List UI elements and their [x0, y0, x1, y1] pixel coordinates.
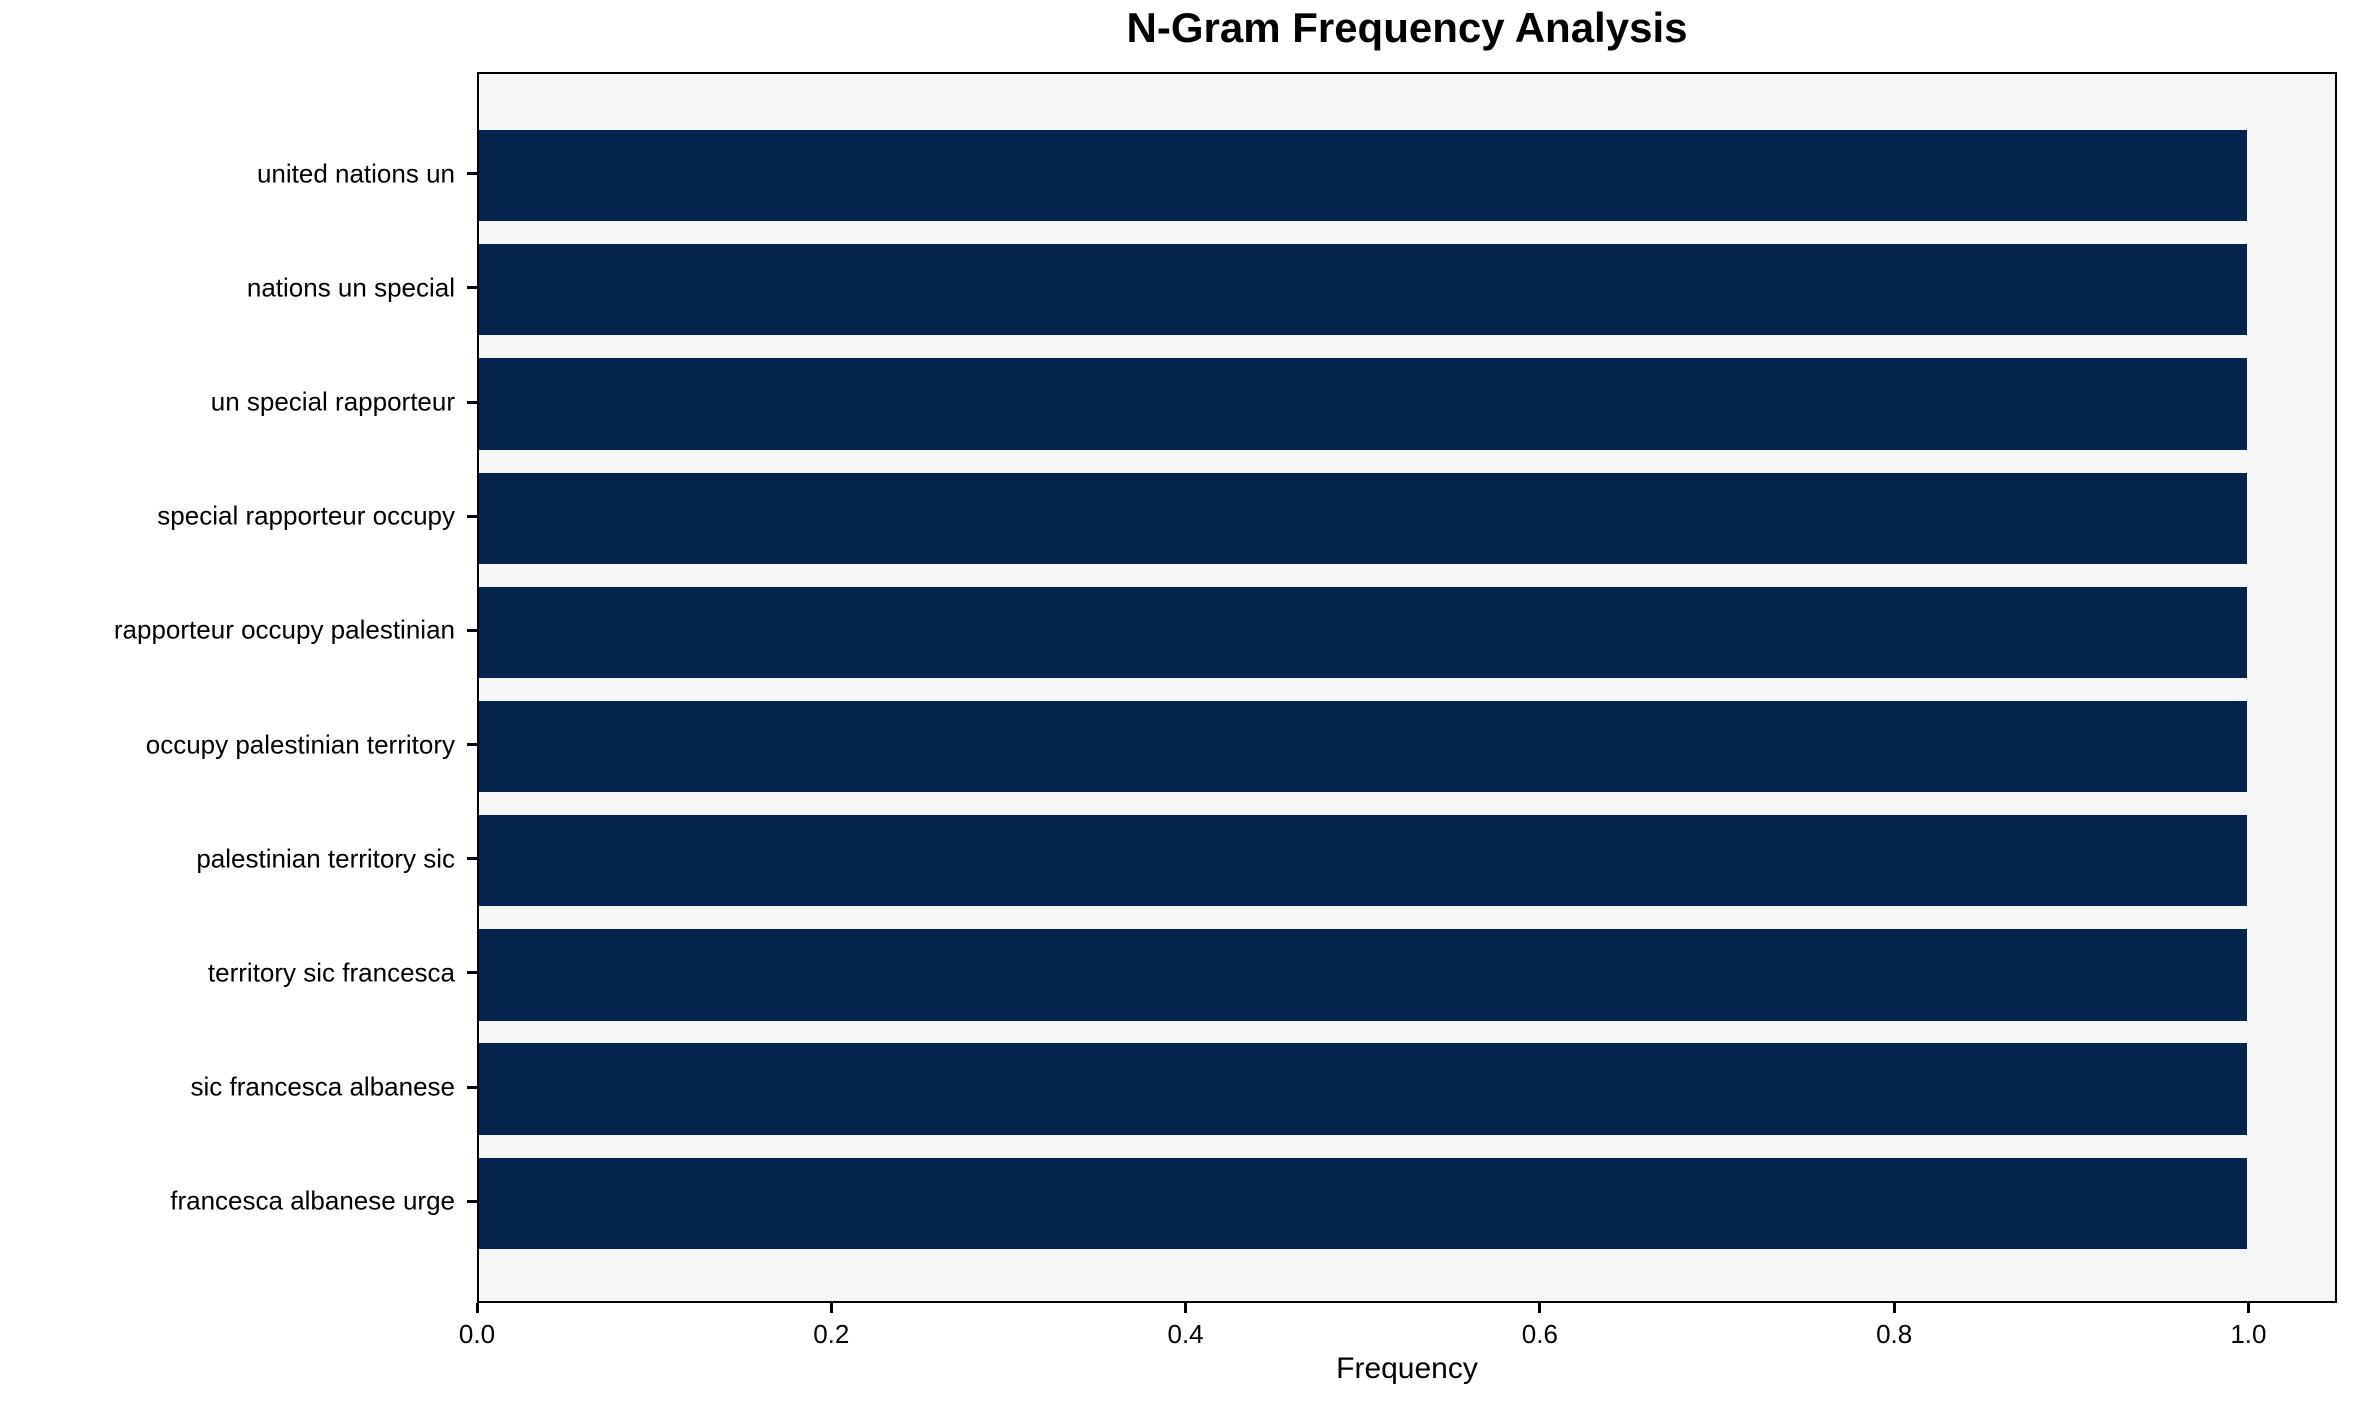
y-axis-label: occupy palestinian territory: [145, 729, 455, 760]
y-tick-mark: [467, 857, 477, 861]
y-axis-label: sic francesca albanese: [190, 1071, 455, 1102]
bar: [479, 1157, 2247, 1250]
bar: [479, 929, 2247, 1021]
bar: [479, 1043, 2247, 1135]
x-tick-mark: [829, 1303, 833, 1313]
x-tick-label: 0.8: [1876, 1319, 1913, 1349]
y-axis-label: rapporteur occupy palestinian: [113, 614, 455, 645]
plot-area: [477, 72, 2337, 1303]
x-tick-mark: [2246, 1303, 2250, 1313]
x-tick-label: 1.0: [2230, 1319, 2267, 1349]
y-tick-mark: [467, 286, 477, 290]
y-axis-label: united nations un: [256, 158, 455, 189]
x-tick-mark: [475, 1303, 479, 1313]
y-tick-mark: [467, 628, 477, 632]
y-tick-mark: [467, 400, 477, 404]
y-tick-mark: [467, 514, 477, 518]
bar: [479, 815, 2247, 907]
y-axis-label: un special rapporteur: [210, 386, 455, 417]
bar: [479, 358, 2247, 450]
bar: [479, 472, 2247, 564]
x-tick-label: 0.6: [1521, 1319, 1558, 1349]
bar: [479, 700, 2247, 793]
chart-title: N-Gram Frequency Analysis: [1126, 4, 1688, 51]
x-tick-label: 0.0: [458, 1319, 496, 1349]
y-axis-label: palestinian territory sic: [196, 843, 455, 874]
bar: [479, 586, 2247, 679]
y-tick-mark: [467, 743, 477, 747]
y-axis-label: francesca albanese urge: [170, 1185, 455, 1216]
x-tick-label: 0.4: [1167, 1319, 1204, 1349]
y-tick-mark: [467, 971, 477, 975]
x-axis-label: Frequency: [1336, 1352, 1478, 1385]
x-tick-mark: [1538, 1303, 1542, 1313]
x-tick-mark: [1184, 1303, 1188, 1313]
y-tick-mark: [467, 172, 477, 176]
bar: [479, 244, 2247, 336]
y-axis-label: territory sic francesca: [207, 957, 455, 988]
x-tick-mark: [1892, 1303, 1896, 1313]
y-axis-label: nations un special: [246, 272, 455, 303]
y-axis-label: special rapporteur occupy: [157, 500, 455, 531]
y-tick-mark: [467, 1199, 477, 1203]
x-tick-label: 0.2: [813, 1319, 850, 1349]
bar: [479, 129, 2247, 222]
y-tick-mark: [467, 1085, 477, 1089]
